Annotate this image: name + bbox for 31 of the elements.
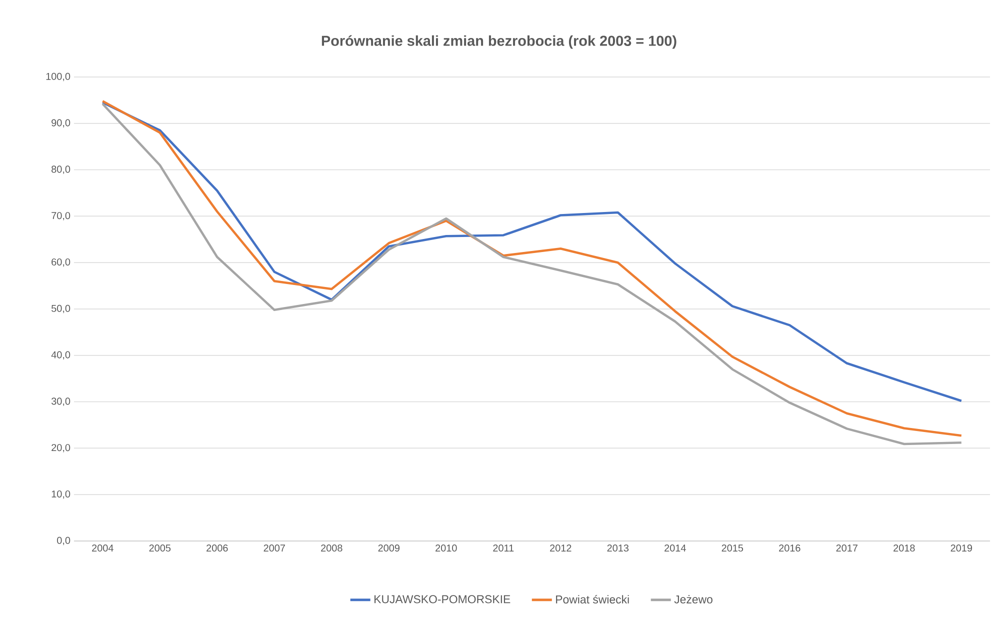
x-tick-label: 2017 bbox=[836, 544, 858, 552]
y-tick-label: 30,0 bbox=[51, 398, 70, 406]
x-tick-label: 2005 bbox=[149, 544, 171, 552]
y-tick-label: 60,0 bbox=[52, 258, 70, 267]
y-tick-label: 20,0 bbox=[52, 444, 70, 452]
legend-label: Powiat świecki bbox=[556, 594, 629, 604]
y-tick-label: 0,0 bbox=[57, 536, 70, 546]
legend-label: KUJAWSKO-POMORSKIE bbox=[374, 595, 510, 604]
legend-label: Jeżewo bbox=[674, 595, 712, 604]
y-tick-label: 10,0 bbox=[52, 490, 70, 499]
x-tick-label: 2007 bbox=[264, 544, 285, 552]
y-tick-label: 40,0 bbox=[51, 351, 70, 360]
x-tick-label: 2018 bbox=[894, 544, 915, 552]
x-tick-label: 2013 bbox=[607, 544, 629, 552]
y-tick-label: 90,0 bbox=[52, 119, 70, 128]
y-tick-label: 70,0 bbox=[52, 212, 70, 220]
x-tick-label: 2014 bbox=[664, 544, 686, 552]
x-tick-label: 2004 bbox=[92, 544, 114, 552]
x-tick-label: 2008 bbox=[321, 544, 342, 552]
y-tick-label: 100,0 bbox=[46, 72, 70, 82]
x-tick-label: 2012 bbox=[550, 544, 572, 552]
y-tick-label: 50,0 bbox=[52, 304, 70, 314]
x-tick-label: 2010 bbox=[436, 544, 457, 552]
x-tick-label: 2019 bbox=[950, 544, 972, 552]
x-tick-label: 2015 bbox=[722, 544, 744, 552]
x-tick-label: 2006 bbox=[206, 544, 228, 552]
x-tick-label: 2011 bbox=[493, 544, 514, 552]
chart-title: Porównanie skali zmian bezrobocia (rok 2003 = 100) bbox=[322, 35, 676, 49]
x-tick-label: 2009 bbox=[378, 544, 400, 552]
x-tick-label: 2016 bbox=[779, 544, 800, 552]
y-tick-label: 80,0 bbox=[52, 166, 70, 174]
